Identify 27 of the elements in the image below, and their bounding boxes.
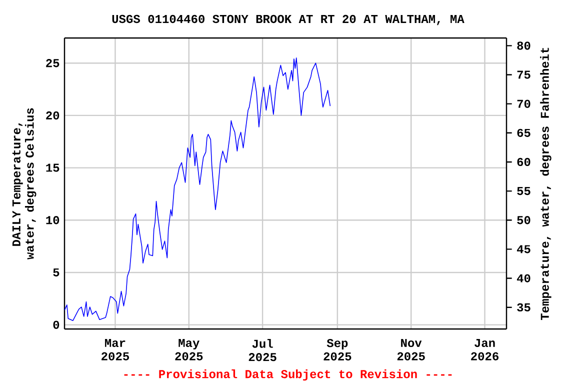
text: ---- Provisional Data Subject to Revision ---- (124, 369, 452, 381)
x-tick-label: Jan 2026 (471, 339, 498, 360)
y2-tick-label: 75 (517, 70, 530, 79)
y-tick-label: 5 (53, 268, 60, 276)
y2-tick-label: 65 (517, 128, 530, 137)
y2-tick-label: 70 (517, 100, 530, 108)
y-tick-label: 20 (46, 111, 60, 120)
y2-tick-label: 40 (516, 274, 530, 282)
y2-axis-title: Temperature, water, degrees Fahrenheit (540, 48, 552, 320)
y-tick-label: 0 (53, 320, 60, 329)
y2-tick-label: 35 (517, 303, 530, 312)
y-tick-label: 10 (46, 216, 60, 224)
y2-tick-label: 60 (517, 158, 530, 166)
x-tick-label: Mar 2025 (102, 339, 130, 360)
y2-tick-label: 45 (516, 245, 530, 254)
y-tick-label: 25 (46, 59, 60, 68)
y2-tick-label: 55 (517, 187, 530, 196)
chart-title: USGS 01104460 STONY BROOK AT RT 20 AT WALTHAM, MA (112, 14, 464, 26)
y2-tick-label: 50 (517, 216, 530, 224)
y2-tick-label: 80 (517, 42, 530, 50)
x-tick-label: Sep 2025 (324, 339, 352, 361)
y-tick-label: 15 (46, 164, 60, 172)
x-tick-label: Jul 2025 (248, 339, 276, 362)
y-axis-title: DAILY Temperature, water, degrees Celsius (12, 108, 36, 260)
x-tick-label: May 2025 (175, 339, 203, 360)
x-tick-label: Nov 2025 (397, 339, 425, 360)
line-series (64, 57, 331, 322)
